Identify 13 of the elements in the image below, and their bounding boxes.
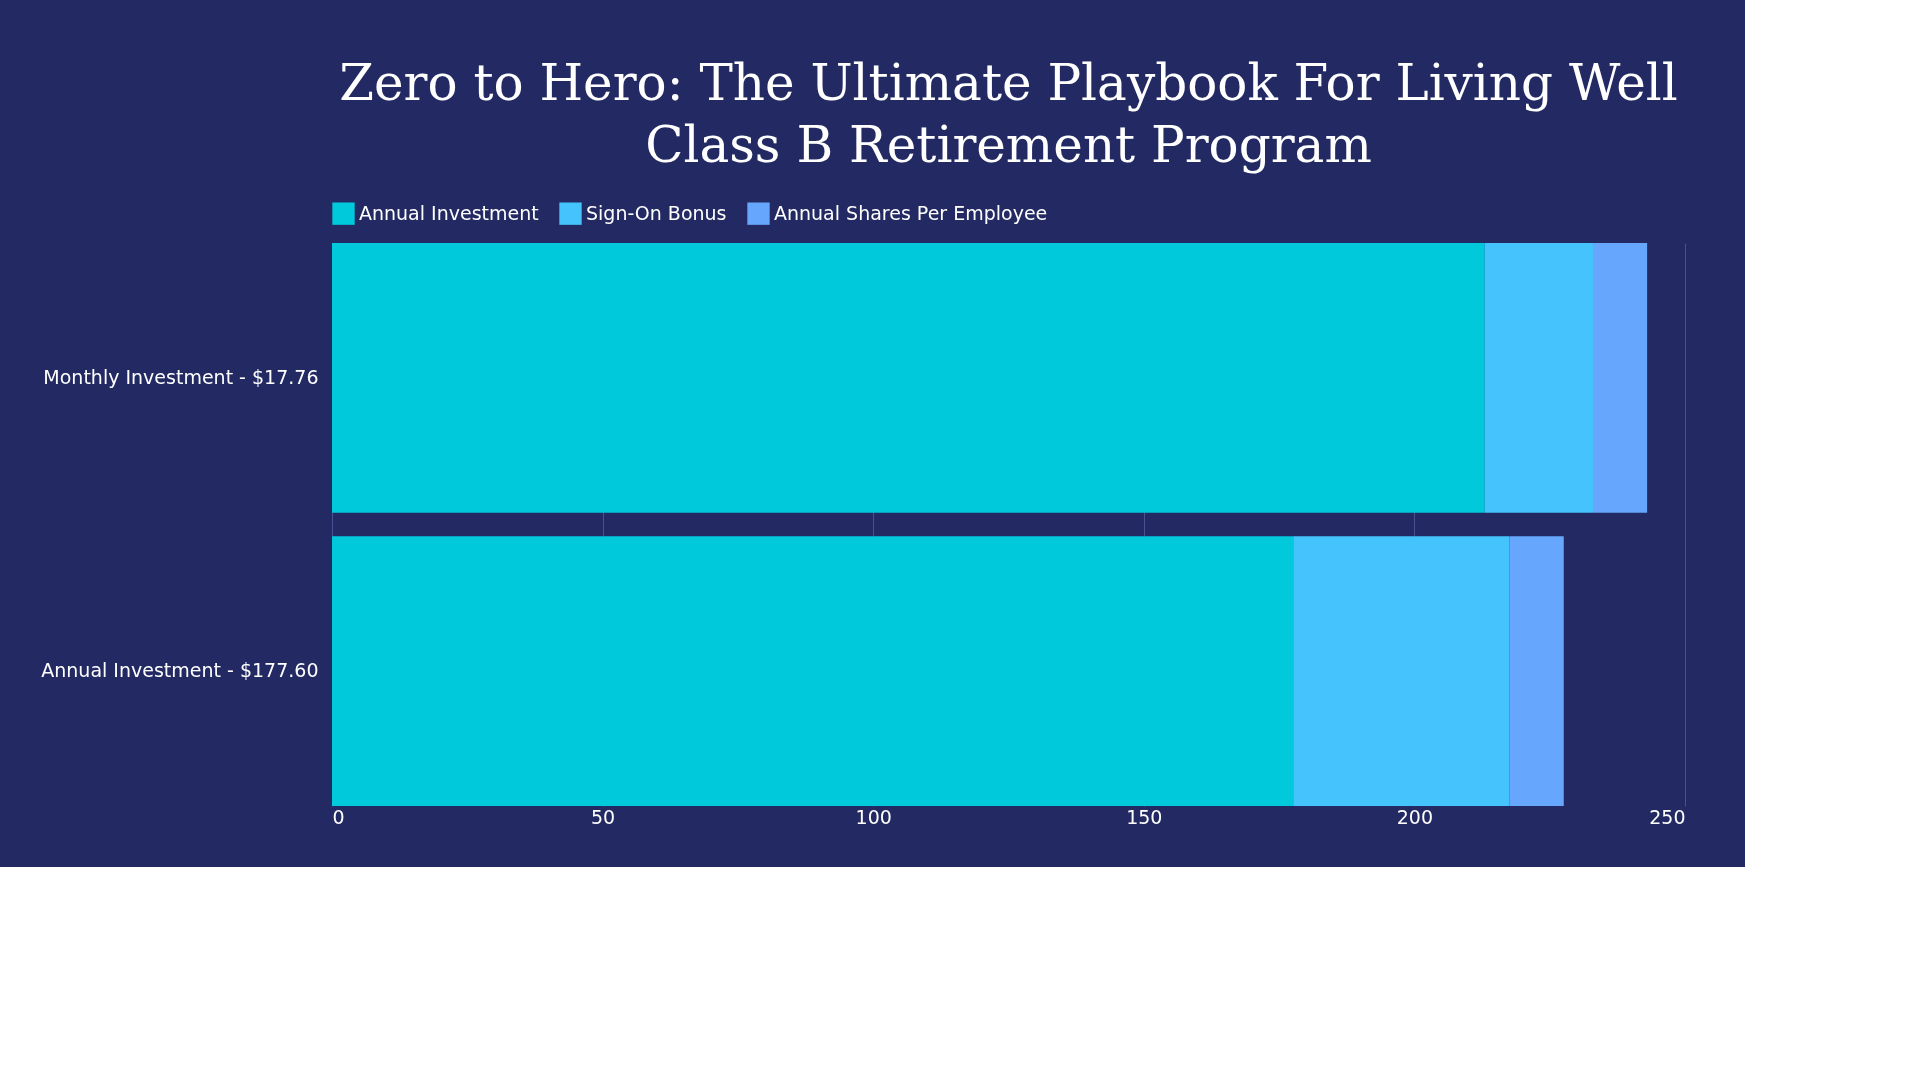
x-tick-label: 0: [332, 805, 345, 828]
x-tick-label: 200: [1396, 805, 1434, 828]
text: Zero to Hero: The Ultimate Playbook For Living Well: [339, 54, 1678, 112]
legend-label: Sign-On Bonus: [586, 201, 727, 224]
legend-label: Annual Shares Per Employee: [774, 201, 1048, 224]
y-tick-label: Annual Investment - $177.60: [41, 659, 319, 682]
x-tick-label: 250: [1649, 805, 1686, 828]
x-tick-label: 100: [855, 805, 892, 828]
x-tick-label: 50: [591, 805, 616, 828]
text: Class B Retirement Program: [645, 116, 1372, 174]
legend-label: Annual Investment: [359, 201, 539, 224]
y-tick-label: Monthly Investment - $17.76: [43, 365, 319, 388]
x-tick-label: 150: [1126, 805, 1163, 828]
